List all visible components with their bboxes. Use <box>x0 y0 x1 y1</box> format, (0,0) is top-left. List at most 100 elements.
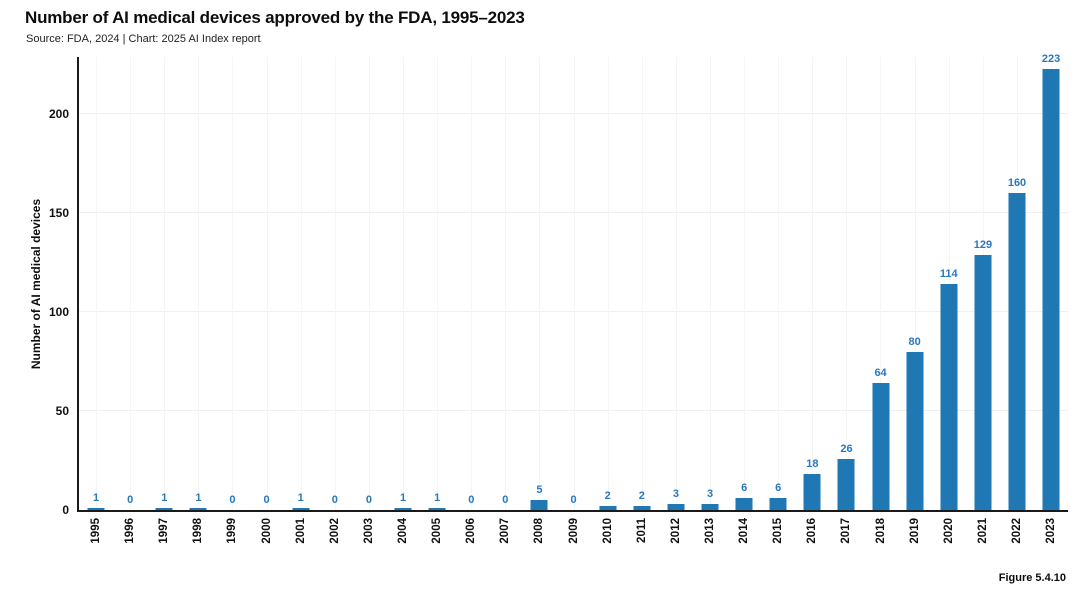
category-slot-1996: 0 1996 <box>113 57 147 544</box>
bar-2014 <box>735 498 753 510</box>
bar-value-label-2004: 1 <box>399 492 407 504</box>
bar-value-label-1996: 0 <box>127 494 134 506</box>
bar-value-label-2012: 3 <box>672 488 679 500</box>
category-slot-2016: 18 2016 <box>795 57 829 544</box>
gridline-vertical <box>164 57 166 510</box>
bar-value-label-2007: 0 <box>502 494 509 506</box>
bar-value-label-2020: 114 <box>939 268 958 280</box>
bar-value-label-2011: 2 <box>638 490 645 502</box>
category-slot-2018: 64 2018 <box>864 57 898 544</box>
y-tick-label: 200 <box>48 107 69 122</box>
x-tick-label-2023: 2023 <box>1045 518 1058 544</box>
bar-value-label-2009: 0 <box>570 494 577 506</box>
y-axis-title: Number of AI medical devices <box>29 198 43 370</box>
bars-layer: 1 1995 0 1996 1 1997 1 1998 0 1999 0 2000 1 2001 0 2002… <box>79 53 1068 544</box>
bar-value-label-2023: 223 <box>1041 53 1061 65</box>
gridline-vertical <box>880 57 882 510</box>
x-tick-label-2018: 2018 <box>874 518 887 544</box>
figure-label: Figure 5.4.10 <box>998 572 1066 584</box>
x-tick-label-2001: 2001 <box>294 518 307 544</box>
gridline-vertical <box>539 57 541 510</box>
bar-value-label-1998: 1 <box>195 492 202 504</box>
x-tick-label-1997: 1997 <box>158 518 171 544</box>
gridline-vertical <box>198 57 200 510</box>
category-slot-2022: 160 2022 <box>1000 57 1034 544</box>
gridline-vertical <box>368 57 370 510</box>
bar-2001 <box>292 508 310 510</box>
x-tick-label-2010: 2010 <box>601 518 614 544</box>
bar-value-label-2005: 1 <box>434 492 441 504</box>
gridline-vertical <box>402 57 404 510</box>
y-tick-label: 150 <box>48 206 69 221</box>
bar-value-label-2008: 5 <box>536 484 543 496</box>
bar-1997 <box>155 508 173 510</box>
gridline-vertical <box>675 57 677 510</box>
y-tick-label: 0 <box>62 503 69 517</box>
x-tick-label-2012: 2012 <box>669 518 682 544</box>
gridline-vertical <box>334 57 336 510</box>
x-tick-label-2015: 2015 <box>772 518 785 544</box>
category-slot-2012: 3 2012 <box>659 57 693 544</box>
bar-2016 <box>803 474 821 510</box>
gridline-vertical <box>709 57 711 510</box>
bar-value-label-2022: 160 <box>1007 177 1027 189</box>
bar-2008 <box>530 500 548 510</box>
category-slot-1999: 0 1999 <box>215 57 249 544</box>
bar-2021 <box>974 255 992 510</box>
x-tick-label-2017: 2017 <box>840 518 853 544</box>
x-tick-label-2002: 2002 <box>328 518 341 544</box>
bar-value-label-2001: 1 <box>297 492 304 504</box>
category-slot-2023: 223 2023 <box>1034 53 1068 544</box>
chart-title: Number of AI medical devices approved by… <box>25 8 525 27</box>
bar-2013 <box>701 504 719 510</box>
bar-2020 <box>940 284 958 510</box>
bar-2004 <box>394 508 412 510</box>
category-slot-2020: 114 2020 <box>932 57 966 544</box>
category-slot-2002: 0 2002 <box>318 57 352 544</box>
x-tick-label-2000: 2000 <box>260 518 273 544</box>
x-tick-label-1996: 1996 <box>124 518 137 544</box>
bar-value-label-1995: 1 <box>92 492 100 504</box>
bar-value-label-2014: 6 <box>741 482 748 494</box>
bar-2019 <box>906 352 924 510</box>
gridline-vertical <box>778 57 780 510</box>
bar-value-label-1999: 0 <box>229 494 236 506</box>
category-slot-2007: 0 2007 <box>488 57 522 544</box>
x-tick-label-2022: 2022 <box>1011 518 1023 544</box>
plot-area: 1 1995 0 1996 1 1997 1 1998 0 1999 0 2000 1 2001 0 2002… <box>49 53 1068 544</box>
gridline-vertical <box>300 57 302 510</box>
category-slot-1995: 1 1995 <box>79 57 113 544</box>
category-slot-2019: 80 2019 <box>898 57 932 544</box>
bar-2005 <box>428 508 446 510</box>
x-tick-label-2003: 2003 <box>362 518 375 544</box>
x-tick-label-2021: 2021 <box>976 518 989 544</box>
bar-value-label-2013: 3 <box>706 488 714 500</box>
category-slot-2011: 2 2011 <box>625 57 659 543</box>
bar-2022 <box>1008 193 1026 510</box>
bar-2010 <box>599 506 617 510</box>
bar-2011 <box>633 506 651 510</box>
bar-1995 <box>87 508 105 510</box>
bar-value-label-2016: 18 <box>806 458 819 470</box>
bar-value-label-1997: 1 <box>161 492 168 504</box>
x-tick-label-2013: 2013 <box>704 518 717 544</box>
category-slot-2003: 0 2003 <box>352 57 386 544</box>
gridline-vertical <box>437 57 439 510</box>
gridline-vertical <box>812 57 814 510</box>
category-slot-2006: 0 2006 <box>454 57 488 544</box>
category-slot-2004: 1 2004 <box>386 57 420 544</box>
x-tick-label-2011: 2011 <box>635 518 648 543</box>
x-tick-label-2005: 2005 <box>431 518 444 544</box>
gridline-vertical <box>607 57 609 510</box>
x-tick-label-2019: 2019 <box>908 518 921 544</box>
bar-2015 <box>769 498 787 510</box>
gridline-vertical <box>948 57 950 510</box>
bar-value-label-2006: 0 <box>468 494 475 506</box>
bar-value-label-2021: 129 <box>973 239 993 251</box>
gridline-vertical <box>471 57 473 510</box>
category-slot-2001: 1 2001 <box>284 57 318 544</box>
bar-value-label-2017: 26 <box>840 443 853 455</box>
chart-source-note: Source: FDA, 2024 | Chart: 2025 AI Index… <box>26 33 261 45</box>
gridline-vertical <box>914 57 916 510</box>
category-slot-2009: 0 2009 <box>557 57 591 544</box>
